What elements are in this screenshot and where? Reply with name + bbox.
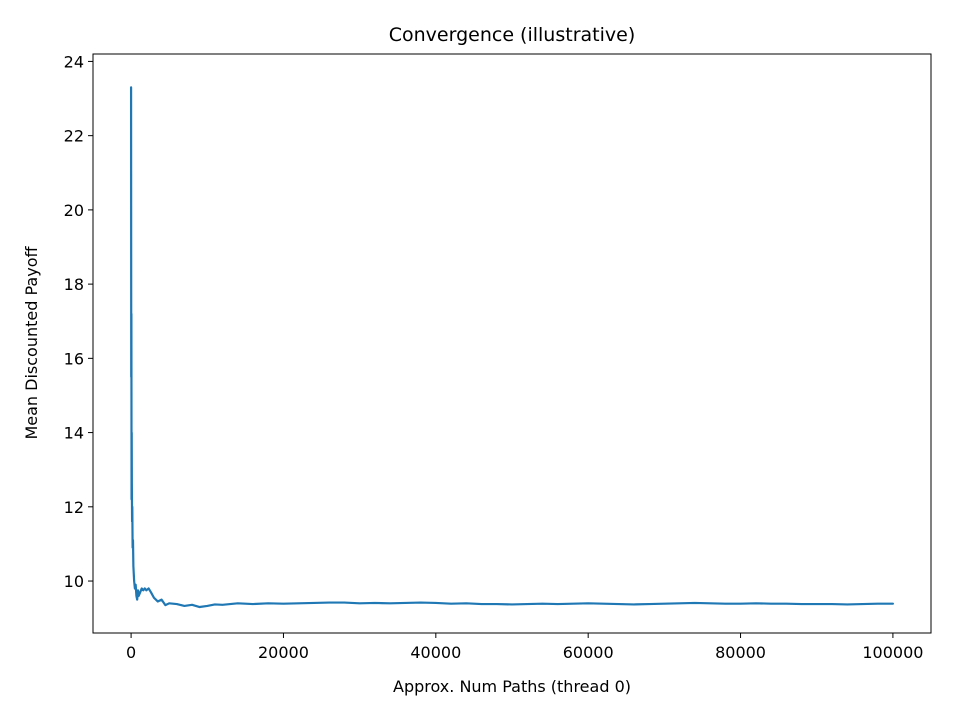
y-tick-label: 18: [64, 275, 84, 294]
y-tick-label: 24: [64, 52, 84, 71]
x-tick-label: 100000: [862, 643, 923, 662]
x-tick-label: 40000: [410, 643, 461, 662]
x-tick-label: 20000: [258, 643, 309, 662]
series-line: [129, 86, 895, 609]
x-tick-label: 60000: [563, 643, 614, 662]
y-tick-label: 10: [64, 572, 84, 591]
x-tick-label: 0: [126, 643, 136, 662]
y-tick-label: 12: [64, 498, 84, 517]
x-tick-label: 80000: [715, 643, 766, 662]
chart-title: Convergence (illustrative): [389, 24, 635, 46]
x-axis-label: Approx. Num Paths (thread 0): [393, 677, 631, 696]
y-tick-label: 20: [64, 201, 84, 220]
y-tick-label: 14: [64, 424, 84, 443]
y-axis-label: Mean Discounted Payoff: [22, 246, 41, 440]
y-tick-label: 16: [64, 349, 84, 368]
plot-frame: [92, 53, 932, 634]
y-tick-label: 22: [64, 127, 84, 146]
